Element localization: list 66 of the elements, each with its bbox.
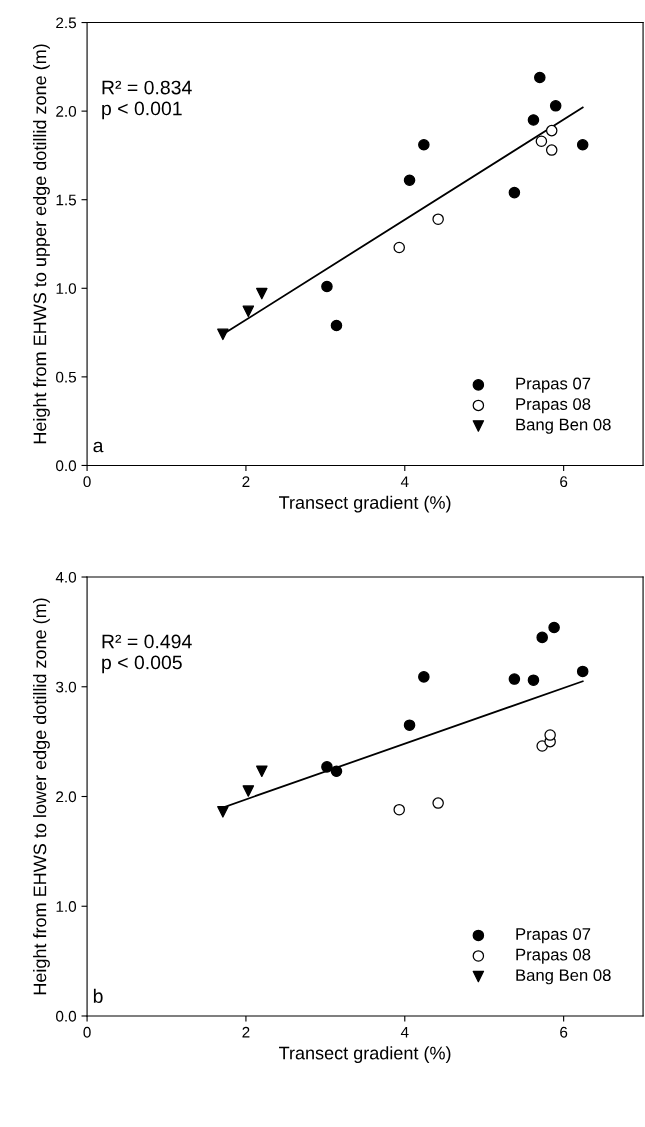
point — [535, 135, 548, 148]
y-tick-label: 1.0 — [56, 283, 77, 294]
x-tick-label: 0 — [83, 476, 91, 488]
legend-label: Prapas 07 — [516, 377, 591, 393]
x-axis-title: Transect gradient (%) — [279, 1046, 451, 1064]
point — [432, 797, 444, 809]
y-tick-label: 2.5 — [56, 17, 77, 29]
point — [536, 631, 548, 644]
annotation: a — [93, 441, 104, 453]
y-axis-title: Height from EHWS to upper edge dotillid zone (m) — [33, 44, 50, 444]
y-tick-label: 1.0 — [56, 901, 77, 912]
y-tick-label: 3.0 — [56, 681, 77, 693]
point — [418, 139, 430, 151]
point — [527, 674, 540, 686]
x-tick-label: 2 — [242, 476, 250, 487]
x-tick-label: 4 — [400, 1026, 409, 1038]
point — [321, 280, 333, 293]
legend-label: Prapas 07 — [516, 928, 591, 944]
point — [217, 806, 229, 818]
point — [418, 671, 430, 683]
point — [256, 765, 268, 778]
point — [576, 139, 589, 151]
y-tick-label: 0.0 — [56, 460, 77, 472]
x-tick-label: 6 — [560, 1026, 568, 1038]
point — [321, 761, 333, 773]
legend-label: Prapas 08 — [516, 948, 591, 964]
y-axis-title: Height from EHWS to lower edge dotillid zone (m) — [33, 598, 50, 995]
point — [545, 124, 558, 137]
y-tick-label: 0.0 — [56, 1010, 77, 1022]
point — [393, 241, 405, 254]
legend-label: Bang Ben 08 — [516, 418, 611, 434]
point — [330, 765, 343, 778]
x-tick-label: 4 — [400, 476, 409, 487]
y-tick-label: 2.0 — [56, 105, 77, 117]
y-tick-label: 4.0 — [55, 571, 77, 583]
annotation: p < 0.005 — [102, 655, 182, 674]
x-axis-title: Transect gradient (%) — [279, 495, 451, 513]
annotation: b — [93, 988, 103, 1004]
point — [527, 114, 540, 126]
x-tick-label: 2 — [242, 1026, 250, 1038]
x-tick-label: 6 — [560, 476, 568, 488]
annotation: R² = 0.494 — [102, 634, 192, 649]
y-tick-label: 1.5 — [56, 194, 77, 206]
point — [330, 319, 343, 332]
x-tick-label: 0 — [83, 1026, 91, 1038]
legend-label: Bang Ben 08 — [516, 969, 611, 985]
point — [242, 785, 255, 797]
y-tick-label: 2.0 — [56, 791, 77, 803]
point — [256, 287, 268, 300]
point — [549, 100, 562, 112]
annotation: p < 0.001 — [102, 101, 182, 120]
point — [217, 328, 229, 341]
point — [576, 665, 589, 678]
point — [548, 621, 560, 634]
point — [432, 213, 444, 225]
y-tick-label: 0.5 — [56, 371, 77, 383]
annotation: R² = 0.834 — [102, 80, 192, 95]
point — [403, 174, 416, 186]
point — [403, 719, 416, 731]
point — [508, 673, 521, 685]
point — [393, 803, 405, 816]
point — [508, 186, 521, 199]
point — [534, 71, 546, 84]
point — [544, 729, 556, 741]
legend-label: Prapas 08 — [516, 398, 591, 414]
point — [545, 144, 558, 156]
